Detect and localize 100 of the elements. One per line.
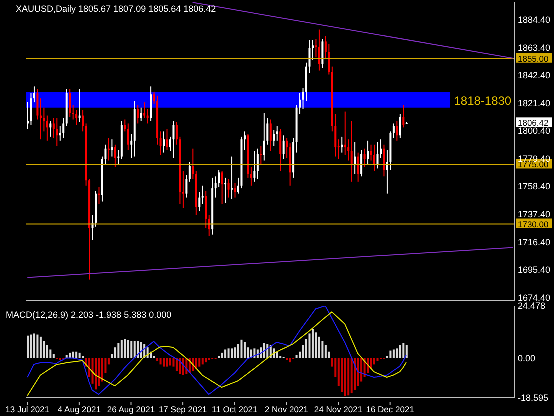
- bar: [341, 358, 344, 392]
- candlestick: [202, 185, 204, 205]
- y-tick-label: 1821.40: [518, 98, 551, 108]
- bar: [114, 348, 116, 358]
- bar: [376, 358, 379, 362]
- candlestick: [140, 107, 142, 122]
- candlestick: [130, 134, 133, 159]
- candlestick: [69, 88, 72, 118]
- y-tick-label: 24.478: [518, 301, 546, 311]
- y-tick-label: 0.00: [518, 353, 536, 364]
- candlestick: [150, 86, 152, 122]
- candlestick: [228, 178, 230, 198]
- bar: [344, 358, 346, 396]
- y-tick-label: 1800.40: [518, 126, 551, 136]
- bar: [237, 344, 240, 358]
- candlestick: [402, 104, 405, 128]
- candlestick: [282, 135, 285, 160]
- bar: [322, 341, 324, 358]
- bar: [308, 334, 311, 358]
- candlestick: [205, 190, 208, 229]
- x-tick-label: 13 Jul 2021: [6, 404, 50, 414]
- bar: [160, 358, 162, 365]
- bar: [360, 358, 363, 382]
- candlestick: [374, 144, 376, 172]
- bar: [240, 340, 243, 358]
- bar: [202, 358, 204, 365]
- y-tick-label: -18.595: [518, 393, 549, 403]
- candlestick: [30, 92, 32, 126]
- bar: [205, 358, 208, 363]
- bar: [33, 334, 36, 358]
- candlestick: [360, 150, 363, 178]
- bar: [36, 334, 39, 358]
- candlestick: [270, 119, 272, 152]
- bar: [228, 348, 230, 358]
- bar: [156, 358, 159, 362]
- bar: [95, 358, 98, 390]
- candlestick: [186, 174, 188, 198]
- bar: [296, 355, 298, 358]
- bar: [399, 345, 402, 358]
- candlestick: [172, 120, 175, 159]
- bar: [182, 358, 184, 376]
- bar: [312, 329, 314, 358]
- candlestick: [273, 130, 276, 147]
- y-tick-label: 1842.40: [518, 70, 551, 81]
- candlestick: [221, 170, 224, 205]
- bar: [354, 358, 356, 390]
- y-tick-label: 1758.40: [518, 182, 551, 192]
- candlestick: [50, 120, 52, 138]
- candlestick: [188, 162, 191, 182]
- bar: [390, 350, 392, 358]
- candlestick: [280, 128, 282, 172]
- candlestick: [357, 152, 360, 182]
- candlestick: [322, 38, 324, 69]
- y-tick-label: 1674.40: [518, 292, 551, 303]
- candlestick: [367, 140, 370, 166]
- bar: [276, 352, 278, 358]
- bar: [198, 358, 201, 367]
- bar: [72, 352, 74, 358]
- x-tick-label: 2 Nov 2021: [264, 404, 309, 414]
- x-tick-label: 4 Aug 2021: [58, 404, 102, 414]
- chart-title: XAUUSD,Daily 1805.67 1807.09 1805.64 1806.42: [16, 4, 216, 14]
- candlestick: [254, 151, 256, 182]
- x-tick-label: 16 Dec 2021: [366, 404, 415, 414]
- bar: [357, 358, 360, 386]
- bar: [130, 341, 133, 358]
- y-tick-label: 1737.40: [518, 209, 551, 220]
- candlestick: [137, 104, 140, 124]
- candlestick: [312, 40, 314, 61]
- candlestick: [166, 128, 168, 151]
- bar: [392, 350, 395, 358]
- candlestick: [318, 29, 320, 72]
- bar: [396, 348, 398, 358]
- bar: [231, 348, 234, 358]
- candlestick: [46, 115, 48, 142]
- bar: [134, 341, 136, 358]
- x-tick-label: 24 Nov 2021: [314, 404, 363, 414]
- bar: [124, 339, 126, 358]
- bar: [101, 358, 104, 382]
- bar: [118, 343, 120, 358]
- y-tick-label: 1863.40: [518, 42, 551, 53]
- candlestick: [315, 38, 318, 58]
- bar: [318, 336, 320, 358]
- bar: [263, 343, 266, 358]
- bar: [350, 358, 353, 394]
- bar: [98, 358, 100, 386]
- candlestick: [234, 182, 236, 198]
- bar: [244, 342, 246, 358]
- candlestick: [286, 138, 288, 159]
- bar: [402, 343, 405, 358]
- candlestick: [380, 139, 382, 159]
- bar: [69, 352, 72, 358]
- candlestick: [124, 119, 126, 132]
- candlestick: [364, 148, 366, 168]
- bar: [374, 358, 376, 365]
- candlestick: [33, 86, 36, 104]
- bar: [76, 352, 78, 358]
- candlestick: [376, 142, 379, 170]
- candlestick: [182, 170, 184, 209]
- bar: [137, 341, 140, 358]
- y-tick-label: 1695.40: [518, 265, 551, 276]
